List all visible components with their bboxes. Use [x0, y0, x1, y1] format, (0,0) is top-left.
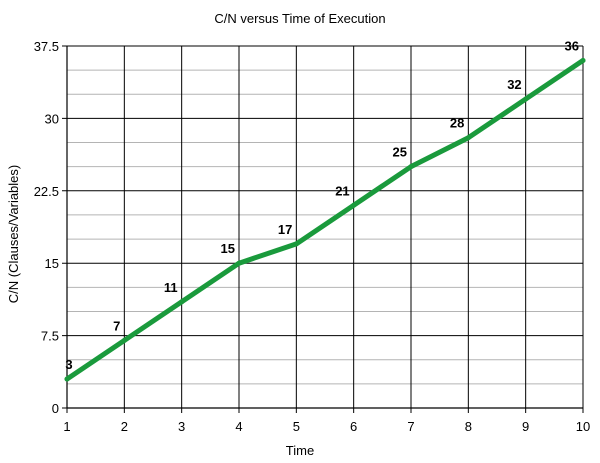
data-point — [121, 337, 127, 343]
x-tick-label: 10 — [576, 419, 590, 434]
y-axis-label: C/N (Clauses/Variables) — [6, 165, 21, 303]
data-label: 32 — [507, 77, 521, 92]
data-labels: 3 7 11 15 17 21 25 28 32 36 — [65, 38, 579, 372]
y-tick-label: 30 — [45, 111, 59, 126]
data-point — [408, 164, 414, 170]
data-label: 7 — [113, 318, 120, 333]
x-tick-label: 2 — [121, 419, 128, 434]
axes: 0 7.5 15 22.5 30 37.5 1 2 3 4 5 6 7 8 9 10 — [34, 39, 591, 434]
data-point — [236, 260, 242, 266]
data-label: 36 — [565, 38, 579, 53]
data-point — [64, 376, 70, 382]
data-point — [293, 241, 299, 247]
x-tick-label: 7 — [407, 419, 414, 434]
data-label: 3 — [65, 357, 72, 372]
series-layer — [64, 57, 586, 382]
data-point — [523, 96, 529, 102]
data-label: 25 — [393, 145, 407, 160]
y-tick-label: 0 — [52, 401, 59, 416]
y-tick-label: 37.5 — [34, 39, 59, 54]
x-tick-label: 8 — [465, 419, 472, 434]
y-tick-label: 15 — [45, 256, 59, 271]
x-tick-label: 6 — [350, 419, 357, 434]
x-tick-label: 5 — [293, 419, 300, 434]
x-tick-label: 1 — [63, 419, 70, 434]
x-tick-label: 4 — [235, 419, 242, 434]
data-label: 15 — [221, 241, 235, 256]
data-point — [580, 57, 586, 63]
data-point — [351, 202, 357, 208]
x-tick-label: 9 — [522, 419, 529, 434]
chart-title: C/N versus Time of Execution — [214, 11, 385, 26]
y-tick-label: 22.5 — [34, 184, 59, 199]
series-line — [64, 57, 586, 382]
x-axis-label: Time — [286, 443, 314, 458]
data-label: 17 — [278, 222, 292, 237]
y-tick-label: 7.5 — [41, 329, 59, 344]
data-label: 21 — [335, 183, 349, 198]
data-label: 11 — [164, 280, 178, 295]
data-label: 28 — [450, 116, 464, 131]
data-point — [465, 135, 471, 141]
grid — [62, 45, 584, 413]
x-tick-label: 3 — [178, 419, 185, 434]
data-point — [179, 299, 185, 305]
